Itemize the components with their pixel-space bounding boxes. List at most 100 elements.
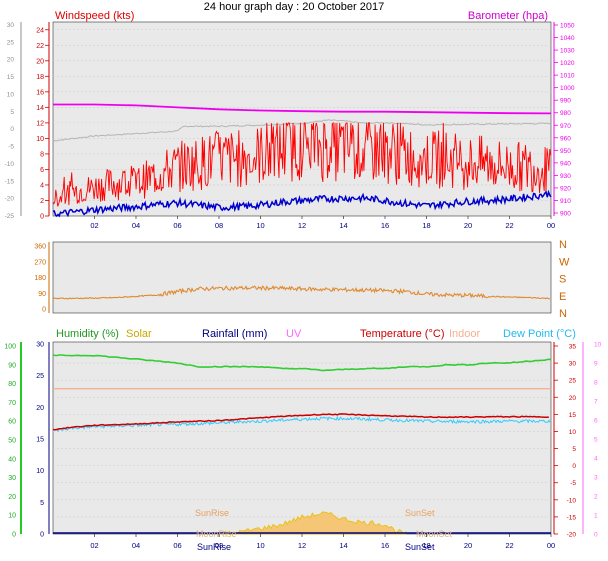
wind-x-tick-label: 14 bbox=[339, 221, 347, 230]
temperature-axis-ticks: 35 30 25 20 15 10 5 0 -5 -10 -15 -20 bbox=[553, 342, 577, 539]
uv-tick-label: 6 bbox=[594, 418, 598, 425]
uv-tick-label: 0 bbox=[594, 532, 598, 539]
wind-outer-tick-label: 0 bbox=[10, 126, 14, 133]
annotation-moonset: MoonSet bbox=[416, 529, 453, 539]
temp-tick-label: 20 bbox=[569, 395, 577, 402]
wind-x-ticks: 02 04 06 08 10 12 14 16 18 20 22 00 bbox=[90, 216, 555, 230]
humidity-line bbox=[52, 354, 552, 372]
compass-tick-label: N bbox=[559, 308, 567, 320]
humidity-tick-label: 50 bbox=[8, 438, 16, 445]
temp-plot-area bbox=[52, 341, 552, 535]
compass-tick-label: N bbox=[559, 239, 567, 251]
temp-humidity-panel: Humidity (%) Solar Rainfall (mm) UV Temp… bbox=[4, 328, 601, 552]
temp-x-tick-label: 12 bbox=[298, 541, 306, 550]
baro-tick-label: 1020 bbox=[560, 60, 575, 67]
wind-inner-tick-label: 4 bbox=[40, 182, 44, 189]
direction-line bbox=[52, 285, 551, 300]
annotation-moonrise: MoonRise bbox=[196, 529, 237, 539]
wind-outer-tick-label: 20 bbox=[7, 57, 15, 64]
humidity-tick-label: 60 bbox=[8, 419, 16, 426]
uv-tick-label: 10 bbox=[594, 342, 602, 349]
uv-tick-label: 3 bbox=[594, 475, 598, 482]
baro-tick-label: 960 bbox=[560, 135, 571, 142]
rainfall-tick-label: 0 bbox=[40, 532, 44, 539]
temp-tick-label: -10 bbox=[567, 497, 577, 504]
temp-x-tick-label: 10 bbox=[256, 541, 264, 550]
baro-tick-label: 1040 bbox=[560, 35, 575, 42]
baro-tick-label: 1000 bbox=[560, 85, 575, 92]
temp-x-tick-label: 16 bbox=[381, 541, 389, 550]
temp-tick-label: -5 bbox=[570, 480, 576, 487]
direction-tick-label: 360 bbox=[34, 244, 46, 251]
compass-tick-label: S bbox=[559, 274, 566, 286]
compass-tick-label: W bbox=[559, 256, 570, 268]
wind-x-tick-label: 18 bbox=[422, 221, 430, 230]
temp-series bbox=[52, 354, 552, 535]
wind-outer-tick-label: -25 bbox=[5, 213, 15, 220]
solar-area bbox=[219, 511, 407, 535]
humidity-tick-label: 80 bbox=[8, 381, 16, 388]
temp-x-ticks: 02 04 06 08 10 12 14 16 18 20 22 00 bbox=[90, 534, 555, 550]
wind-x-tick-label: 20 bbox=[464, 221, 472, 230]
baro-tick-label: 930 bbox=[560, 173, 571, 180]
wind-outer-tick-label: 15 bbox=[7, 74, 15, 81]
wind-x-tick-label: 04 bbox=[132, 221, 140, 230]
baro-tick-label: 920 bbox=[560, 185, 571, 192]
direction-tick-label: 90 bbox=[38, 291, 46, 298]
humidity-tick-label: 30 bbox=[8, 475, 16, 482]
temp-tick-label: -15 bbox=[567, 514, 577, 521]
wind-outer-tick-label: -15 bbox=[5, 178, 15, 185]
humidity-tick-label: 20 bbox=[8, 494, 16, 501]
direction-plot-area bbox=[52, 241, 552, 314]
uv-tick-label: 4 bbox=[594, 456, 598, 463]
wind-inner-tick-label: 10 bbox=[36, 136, 44, 143]
temperature-line bbox=[52, 413, 549, 431]
humidity-tick-label: 100 bbox=[4, 344, 16, 351]
pressure-trend-line bbox=[52, 119, 552, 142]
wind-outer-tick-label: -10 bbox=[5, 161, 15, 168]
wind-inner-tick-label: 22 bbox=[36, 43, 44, 50]
wind-outer-tick-label: -20 bbox=[5, 196, 15, 203]
direction-degree-ticks: 360 270 180 90 0 bbox=[34, 242, 50, 314]
humidity-tick-label: 70 bbox=[8, 400, 16, 407]
sun-moon-annotations: SunRise SunSet MoonRise MoonSet SunRise … bbox=[195, 508, 453, 552]
temp-tick-label: 15 bbox=[569, 412, 577, 419]
rainfall-tick-label: 25 bbox=[36, 373, 44, 380]
wind-x-tick-label: 22 bbox=[505, 221, 513, 230]
uv-tick-label: 1 bbox=[594, 513, 598, 520]
baro-tick-label: 900 bbox=[560, 211, 571, 218]
humidity-tick-label: 0 bbox=[12, 532, 16, 539]
wind-outer-tick-label: -5 bbox=[8, 144, 14, 151]
barometer-axis-title: Barometer (hpa) bbox=[468, 10, 548, 22]
annotation-sunset-bottom: SunSet bbox=[405, 542, 435, 552]
wind-x-tick-label: 08 bbox=[215, 221, 223, 230]
windspeed-axis-title: Windspeed (kts) bbox=[55, 10, 134, 22]
annotation-sunset: SunSet bbox=[405, 508, 435, 518]
wind-x-tick-label: 16 bbox=[381, 221, 389, 230]
wind-x-tick-label: 02 bbox=[90, 221, 98, 230]
temp-tick-label: 25 bbox=[569, 378, 577, 385]
avg-wind-line bbox=[52, 189, 552, 218]
graph-title: 24 hour graph day : 20 October 2017 bbox=[204, 1, 384, 13]
humidity-tick-label: 90 bbox=[8, 362, 16, 369]
wind-series bbox=[52, 103, 552, 218]
rainfall-tick-label: 30 bbox=[36, 342, 44, 349]
baro-tick-label: 1050 bbox=[560, 23, 575, 30]
wind-pressure-panel: Windspeed (kts) Barometer (hpa) 30252015… bbox=[5, 10, 575, 230]
wind-inner-tick-label: 12 bbox=[36, 120, 44, 127]
direction-tick-label: 270 bbox=[34, 259, 46, 266]
temp-tick-label: 0 bbox=[572, 463, 576, 470]
wind-inner-tick-label: 0 bbox=[40, 214, 44, 221]
wind-inner-tick-label: 2 bbox=[40, 198, 44, 205]
wind-inner-tick-label: 20 bbox=[36, 58, 44, 65]
temp-tick-label: 10 bbox=[569, 429, 577, 436]
baro-tick-label: 980 bbox=[560, 110, 571, 117]
wind-inner-tick-label: 16 bbox=[36, 89, 44, 96]
annotation-sunrise-bottom: SunRise bbox=[197, 542, 231, 552]
uv-tick-label: 9 bbox=[594, 361, 598, 368]
wind-x-tick-label: 00 bbox=[547, 221, 555, 230]
